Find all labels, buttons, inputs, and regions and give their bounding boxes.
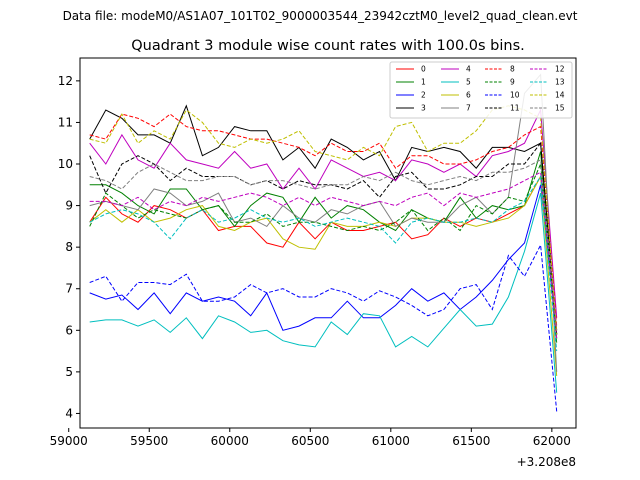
series-line-13 [89,175,558,352]
series-line-2 [89,184,558,335]
y-tick-label: 7 [65,282,73,296]
y-tick-label: 8 [65,240,73,254]
legend-label-15: 15 [555,104,565,113]
series-line-5 [89,192,558,393]
y-tick-label: 4 [65,406,73,420]
x-tick-label: 61500 [452,434,490,448]
legend-label-12: 12 [555,65,565,74]
legend-label-6: 6 [466,91,471,100]
y-tick-label: 11 [58,115,73,129]
axes-frame [79,57,577,429]
series-layer [89,73,558,412]
series-line-7 [89,73,558,372]
axis-ticks: 59000 59500 60000 60500 61000 61500 62000 4 5 6 7 8… [50,74,571,448]
x-tick-label: 61000 [372,434,410,448]
legend-label-11: 11 [510,104,520,113]
series-line-11 [89,141,558,335]
legend-box [389,61,573,119]
legend-label-0: 0 [421,65,426,74]
chart-title: Quadrant 3 module wise count rates with … [131,38,525,54]
series-line-12 [89,171,558,339]
x-tick-label: 60500 [291,434,329,448]
series-line-6 [89,174,558,377]
legend-label-7: 7 [466,104,471,113]
legend-label-5: 5 [466,78,471,87]
suptitle: Data file: modeM0/AS1A07_101T02_90000035… [63,9,578,23]
x-tick-label: 60000 [211,434,249,448]
x-tick-label: 59000 [50,434,88,448]
series-line-1 [89,151,558,339]
y-tick-label: 5 [65,365,73,379]
legend-label-14: 14 [555,91,565,100]
y-tick-label: 6 [65,323,73,337]
legend-label-10: 10 [510,91,520,100]
x-tick-label: 59500 [130,434,168,448]
legend-label-2: 2 [421,91,426,100]
x-tick-label: 62000 [533,434,571,448]
legend-label-9: 9 [510,78,515,87]
y-tick-label: 9 [65,199,73,213]
series-line-4 [89,108,558,318]
y-tick-label: 12 [58,74,73,88]
series-line-15 [89,159,558,331]
legend-label-3: 3 [421,104,426,113]
series-line-9 [89,163,558,343]
y-tick-label: 10 [58,157,73,171]
x-offset-label: +3.208e8 [517,455,576,469]
series-line-8 [89,113,558,327]
legend-label-13: 13 [555,78,565,87]
series-line-10 [89,243,558,412]
legend-label-1: 1 [421,78,426,87]
legend-label-8: 8 [510,65,515,74]
series-line-3 [89,104,558,335]
legend-label-4: 4 [466,65,471,74]
